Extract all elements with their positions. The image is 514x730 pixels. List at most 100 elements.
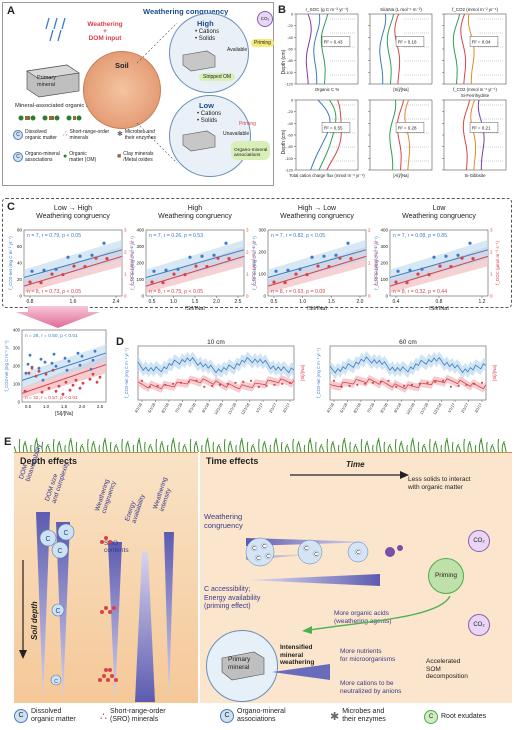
red-point bbox=[394, 280, 398, 284]
co2-top: CO₂ bbox=[468, 530, 490, 552]
x-tick-label: 11/1/16 bbox=[419, 403, 429, 416]
red-point bbox=[364, 382, 367, 385]
y-right-tick-label: 3 bbox=[124, 228, 127, 233]
panel-d-label: D bbox=[116, 336, 124, 348]
x-tick-label: 0.5 bbox=[149, 299, 156, 305]
grass-blade bbox=[269, 444, 272, 452]
grass-blade bbox=[138, 439, 142, 452]
grass-blade bbox=[212, 441, 215, 452]
blue-stat: n = 7, r = 0.08, p = 0.85 bbox=[393, 233, 447, 239]
red-point bbox=[30, 366, 34, 370]
less-solids-text: Less solids to interact with organic mat… bbox=[408, 476, 471, 491]
grass-blade bbox=[364, 440, 369, 452]
y-right-tick-label: 3 bbox=[490, 228, 493, 233]
grass-blade bbox=[45, 443, 49, 452]
y-tick-label: 40 bbox=[17, 261, 23, 266]
blue-fit-line bbox=[267, 249, 367, 279]
x-axis-label: [Si]/[Na] bbox=[185, 306, 205, 310]
red-point bbox=[51, 368, 55, 372]
grass-blade bbox=[486, 441, 488, 452]
blue-point bbox=[93, 349, 97, 353]
blue-point bbox=[78, 363, 82, 367]
x-tick-label: 1.0 bbox=[299, 299, 306, 305]
co2-top-text: CO₂ bbox=[473, 538, 485, 544]
red-stat: n = 8, r = 0.32, p = 0.44 bbox=[393, 289, 447, 295]
low-mineral-icon bbox=[182, 130, 216, 152]
blue-point bbox=[420, 267, 424, 271]
red-point bbox=[234, 381, 237, 384]
red-point bbox=[172, 272, 176, 276]
svg-text:C: C bbox=[314, 552, 318, 558]
x-tick-label: 2.0 bbox=[79, 404, 86, 409]
blue-point bbox=[89, 367, 93, 371]
red-point bbox=[371, 381, 375, 384]
depth-dom-icons: C C C C C bbox=[39, 523, 118, 686]
red-point bbox=[480, 381, 484, 384]
profile-line bbox=[452, 13, 461, 85]
grass-blade bbox=[395, 438, 397, 452]
blue-ci-band bbox=[390, 239, 488, 287]
svg-text:C: C bbox=[262, 544, 266, 550]
blue-point bbox=[152, 269, 156, 273]
profile-line bbox=[389, 99, 397, 170]
y-axis-label-right: f_DOC (µmol m⁻² s⁻¹) bbox=[251, 240, 256, 285]
red-point bbox=[226, 382, 229, 385]
red-point bbox=[195, 379, 198, 382]
y-tick-label: 100 bbox=[13, 382, 21, 387]
x-tick-label: 3/1/17 bbox=[282, 403, 291, 414]
rain-arrows-icon bbox=[45, 17, 66, 42]
red-point bbox=[205, 265, 209, 269]
legend-e-dom: C Dissolved organic matter bbox=[14, 708, 76, 724]
blue-ci-band bbox=[268, 239, 366, 287]
blue-series bbox=[329, 356, 487, 374]
y-tick-label: 300 bbox=[258, 228, 266, 233]
mineral-om-strip bbox=[18, 115, 82, 121]
grass-blade bbox=[440, 444, 443, 452]
grass-strip bbox=[14, 437, 507, 452]
x-tick-label: 7/1/16 bbox=[174, 403, 183, 414]
zoom-lines bbox=[136, 22, 178, 164]
profile-line bbox=[313, 13, 321, 84]
x-axis-label: [Si]/[Na] bbox=[429, 306, 449, 310]
blue-point bbox=[346, 241, 350, 245]
red-point bbox=[438, 264, 442, 268]
grass-blade bbox=[79, 443, 84, 452]
blue-point bbox=[188, 255, 192, 259]
x-tick-label: 2.0 bbox=[357, 299, 364, 305]
blue-point bbox=[50, 361, 54, 365]
x-tick-label: 0.4 bbox=[393, 299, 400, 305]
grass-blade bbox=[264, 442, 268, 452]
plot-title: Weathering congruency bbox=[158, 213, 232, 220]
grass-blade bbox=[116, 445, 120, 452]
blue-point bbox=[28, 353, 32, 357]
y-tick-label: 400 bbox=[136, 228, 144, 233]
blue-ci-band bbox=[22, 344, 106, 388]
y-tick-label: 400 bbox=[13, 328, 21, 333]
blue-point bbox=[310, 255, 314, 259]
profile-line bbox=[326, 99, 342, 171]
red-point bbox=[94, 256, 98, 260]
plot-xlabel: [Si]/[Na] bbox=[393, 87, 408, 92]
intensified-wedge bbox=[272, 664, 330, 680]
blue-point bbox=[54, 364, 58, 368]
grass-blade bbox=[224, 438, 226, 452]
grass-blade bbox=[24, 442, 28, 452]
grass-blade bbox=[342, 437, 346, 452]
profile-line bbox=[467, 13, 475, 85]
grass-blade bbox=[275, 439, 279, 452]
grass-blade bbox=[93, 442, 97, 452]
stripped-om-badge: Stripped OM bbox=[199, 73, 236, 81]
blue-series bbox=[137, 356, 295, 374]
priming-circle: Priming bbox=[428, 558, 464, 594]
plot-xlabel: f_CO2 (mmol m⁻² yr⁻¹) bbox=[453, 87, 497, 92]
depth-effects-title: Depth effects bbox=[20, 456, 78, 466]
red-point bbox=[74, 378, 78, 382]
red-point bbox=[272, 280, 276, 284]
y-tick-label: -40 bbox=[287, 35, 294, 40]
low-unavailable: Unavailable bbox=[223, 131, 250, 137]
profile-line bbox=[386, 13, 395, 85]
time-series-plot: 10 cm 4/1/16 5/1/16 6/1/16 7/1/16 8/1/16 9/1/1… bbox=[124, 339, 305, 415]
high-priming-text: Priming bbox=[254, 40, 271, 46]
red-stat: n = 8, r = 0.73, p < 0.05 bbox=[27, 289, 81, 295]
